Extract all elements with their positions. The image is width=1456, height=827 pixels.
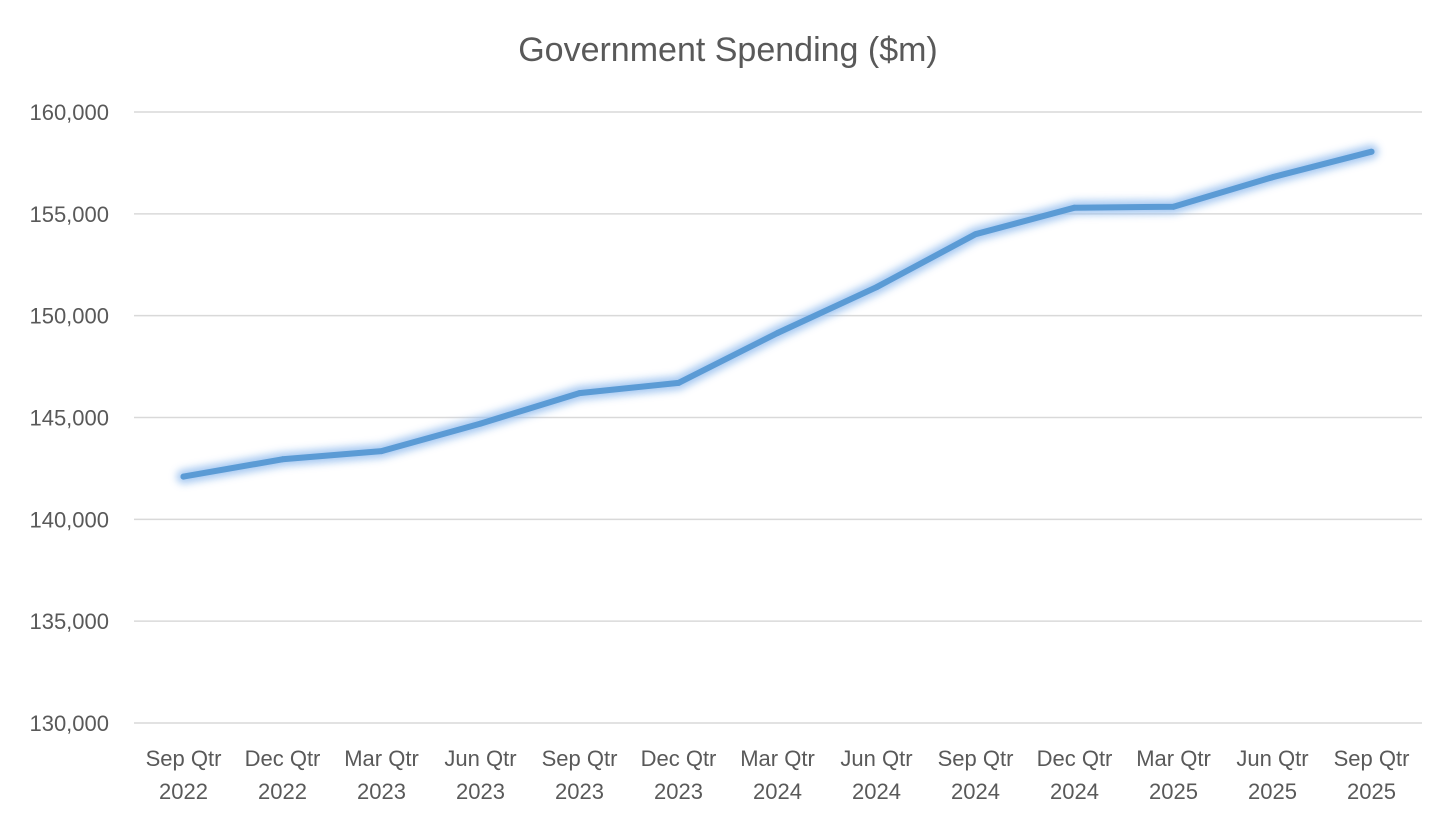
x-tick-label: Sep Qtr 2024 [938,746,1014,804]
x-tick-quarter: Sep Qtr [938,746,1014,771]
x-tick-year: 2025 [1248,779,1297,804]
x-tick-quarter: Sep Qtr [146,746,222,771]
x-tick-year: 2024 [951,779,1000,804]
y-axis: 130,000 135,000 140,000 145,000 150,000 155,0… [29,100,109,736]
x-tick-year: 2023 [654,779,703,804]
x-tick-label: Dec Qtr 2022 [245,746,321,804]
data-point [675,379,682,386]
x-tick-label: Sep Qtr 2023 [542,746,618,804]
x-tick-year: 2025 [1149,779,1198,804]
x-tick-quarter: Sep Qtr [1334,746,1410,771]
x-tick-label: Mar Qtr 2025 [1136,746,1211,804]
x-tick-year: 2023 [456,779,505,804]
x-tick-quarter: Jun Qtr [1236,746,1308,771]
x-tick-quarter: Mar Qtr [1136,746,1211,771]
y-tick-label: 135,000 [29,609,109,634]
data-point [774,330,781,336]
x-tick-quarter: Mar Qtr [344,746,419,771]
y-tick-label: 160,000 [29,100,109,125]
data-point [873,284,880,291]
y-tick-label: 155,000 [29,202,109,227]
data-point [1269,174,1276,181]
x-tick-year: 2024 [753,779,802,804]
x-tick-year: 2023 [357,779,406,804]
data-point [477,420,484,427]
x-tick-year: 2025 [1347,779,1396,804]
x-tick-label: Mar Qtr 2023 [344,746,419,804]
chart-title: Government Spending ($m) [518,31,938,69]
x-tick-label: Dec Qtr 2024 [1037,746,1113,804]
x-tick-quarter: Sep Qtr [542,746,618,771]
data-point [1368,148,1375,155]
x-tick-quarter: Dec Qtr [245,746,321,771]
x-tick-quarter: Jun Qtr [840,746,912,771]
data-point [972,231,979,238]
x-tick-quarter: Jun Qtr [444,746,516,771]
x-tick-label: Sep Qtr 2022 [146,746,222,804]
x-tick-label: Sep Qtr 2025 [1334,746,1410,804]
data-point [576,390,583,397]
x-tick-year: 2024 [1050,779,1099,804]
y-tick-label: 130,000 [29,711,109,736]
x-tick-label: Jun Qtr 2023 [444,746,516,804]
x-tick-label: Jun Qtr 2025 [1236,746,1308,804]
gridlines [134,111,1422,724]
data-point [279,456,286,463]
y-tick-label: 150,000 [29,304,109,329]
x-tick-label: Dec Qtr 2023 [641,746,717,804]
x-tick-year: 2023 [555,779,604,804]
data-point [180,473,187,480]
series-layer [176,144,1379,484]
series-line [180,148,1375,480]
x-tick-quarter: Dec Qtr [641,746,717,771]
data-point [378,448,385,455]
x-tick-year: 2024 [852,779,901,804]
x-tick-label: Jun Qtr 2024 [840,746,912,804]
x-tick-quarter: Dec Qtr [1037,746,1113,771]
x-tick-year: 2022 [258,779,307,804]
x-tick-label: Mar Qtr 2024 [740,746,815,804]
y-tick-label: 140,000 [29,507,109,532]
data-point [1170,203,1177,210]
data-point [1071,204,1078,211]
y-tick-label: 145,000 [29,406,109,431]
x-tick-year: 2022 [159,779,208,804]
x-tick-quarter: Mar Qtr [740,746,815,771]
